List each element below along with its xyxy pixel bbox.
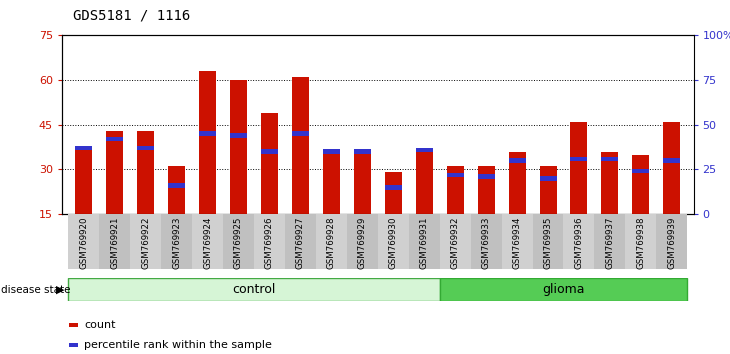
Text: count: count bbox=[84, 320, 115, 330]
Bar bbox=[137, 131, 154, 214]
Bar bbox=[137, 146, 154, 150]
Bar bbox=[99, 214, 130, 269]
Bar bbox=[354, 152, 371, 214]
Bar bbox=[68, 278, 439, 301]
Text: disease state: disease state bbox=[1, 285, 70, 295]
Text: control: control bbox=[232, 283, 276, 296]
Bar bbox=[378, 214, 409, 269]
Bar bbox=[664, 158, 680, 163]
Bar bbox=[415, 152, 433, 214]
Bar bbox=[564, 214, 594, 269]
Bar bbox=[447, 166, 464, 214]
Bar bbox=[292, 77, 309, 214]
Text: GSM769922: GSM769922 bbox=[141, 217, 150, 269]
Text: GSM769933: GSM769933 bbox=[482, 217, 491, 269]
Text: GSM769937: GSM769937 bbox=[605, 217, 615, 269]
Bar bbox=[602, 152, 618, 214]
Bar bbox=[75, 145, 92, 214]
Text: GSM769932: GSM769932 bbox=[450, 217, 460, 269]
Text: GSM769936: GSM769936 bbox=[575, 217, 583, 269]
Bar bbox=[261, 149, 278, 154]
Bar bbox=[439, 214, 471, 269]
Text: ▶: ▶ bbox=[56, 285, 65, 295]
Text: GSM769934: GSM769934 bbox=[512, 217, 521, 269]
Bar bbox=[385, 172, 402, 214]
Bar bbox=[106, 137, 123, 141]
Text: GSM769921: GSM769921 bbox=[110, 217, 119, 269]
Text: GSM769928: GSM769928 bbox=[327, 217, 336, 269]
Bar bbox=[354, 149, 371, 154]
Text: GSM769930: GSM769930 bbox=[389, 217, 398, 269]
Bar bbox=[168, 166, 185, 214]
Text: GSM769924: GSM769924 bbox=[203, 217, 212, 269]
Bar bbox=[161, 214, 192, 269]
Bar bbox=[385, 185, 402, 190]
Bar bbox=[75, 146, 92, 150]
Bar bbox=[570, 122, 588, 214]
Text: GSM769931: GSM769931 bbox=[420, 217, 429, 269]
Bar bbox=[664, 122, 680, 214]
Bar bbox=[323, 152, 340, 214]
Text: GSM769926: GSM769926 bbox=[265, 217, 274, 269]
Bar bbox=[230, 133, 247, 138]
Bar bbox=[632, 169, 650, 173]
Text: GSM769939: GSM769939 bbox=[667, 217, 676, 269]
Text: GSM769935: GSM769935 bbox=[544, 217, 553, 269]
Bar bbox=[539, 176, 556, 181]
Bar bbox=[477, 166, 495, 214]
Bar bbox=[199, 131, 216, 136]
Bar bbox=[509, 158, 526, 163]
Bar bbox=[533, 214, 564, 269]
Text: GSM769923: GSM769923 bbox=[172, 217, 181, 269]
Bar bbox=[415, 148, 433, 152]
Bar bbox=[509, 152, 526, 214]
Bar bbox=[230, 80, 247, 214]
Text: glioma: glioma bbox=[542, 283, 585, 296]
Bar bbox=[223, 214, 254, 269]
Text: GSM769920: GSM769920 bbox=[80, 217, 88, 269]
Bar bbox=[199, 71, 216, 214]
Text: GSM769938: GSM769938 bbox=[637, 217, 645, 269]
Bar bbox=[439, 278, 688, 301]
Bar bbox=[347, 214, 378, 269]
Text: GSM769925: GSM769925 bbox=[234, 217, 243, 269]
Bar bbox=[447, 173, 464, 177]
Bar bbox=[192, 214, 223, 269]
Bar bbox=[626, 214, 656, 269]
Bar bbox=[602, 156, 618, 161]
Text: GSM769929: GSM769929 bbox=[358, 217, 366, 269]
Bar bbox=[471, 214, 502, 269]
Text: GDS5181 / 1116: GDS5181 / 1116 bbox=[73, 9, 191, 23]
Bar bbox=[254, 214, 285, 269]
Bar bbox=[632, 155, 650, 214]
Bar bbox=[656, 214, 688, 269]
Bar bbox=[570, 156, 588, 161]
Text: GSM769927: GSM769927 bbox=[296, 217, 305, 269]
Bar bbox=[168, 183, 185, 188]
Bar bbox=[316, 214, 347, 269]
Text: percentile rank within the sample: percentile rank within the sample bbox=[84, 340, 272, 350]
Bar bbox=[285, 214, 316, 269]
Bar bbox=[594, 214, 626, 269]
Bar bbox=[292, 131, 309, 136]
Bar bbox=[323, 149, 340, 154]
Bar bbox=[539, 166, 556, 214]
Bar bbox=[409, 214, 439, 269]
Bar bbox=[502, 214, 533, 269]
Bar bbox=[477, 175, 495, 179]
Bar bbox=[261, 113, 278, 214]
Bar bbox=[68, 214, 99, 269]
Bar bbox=[106, 131, 123, 214]
Bar bbox=[130, 214, 161, 269]
